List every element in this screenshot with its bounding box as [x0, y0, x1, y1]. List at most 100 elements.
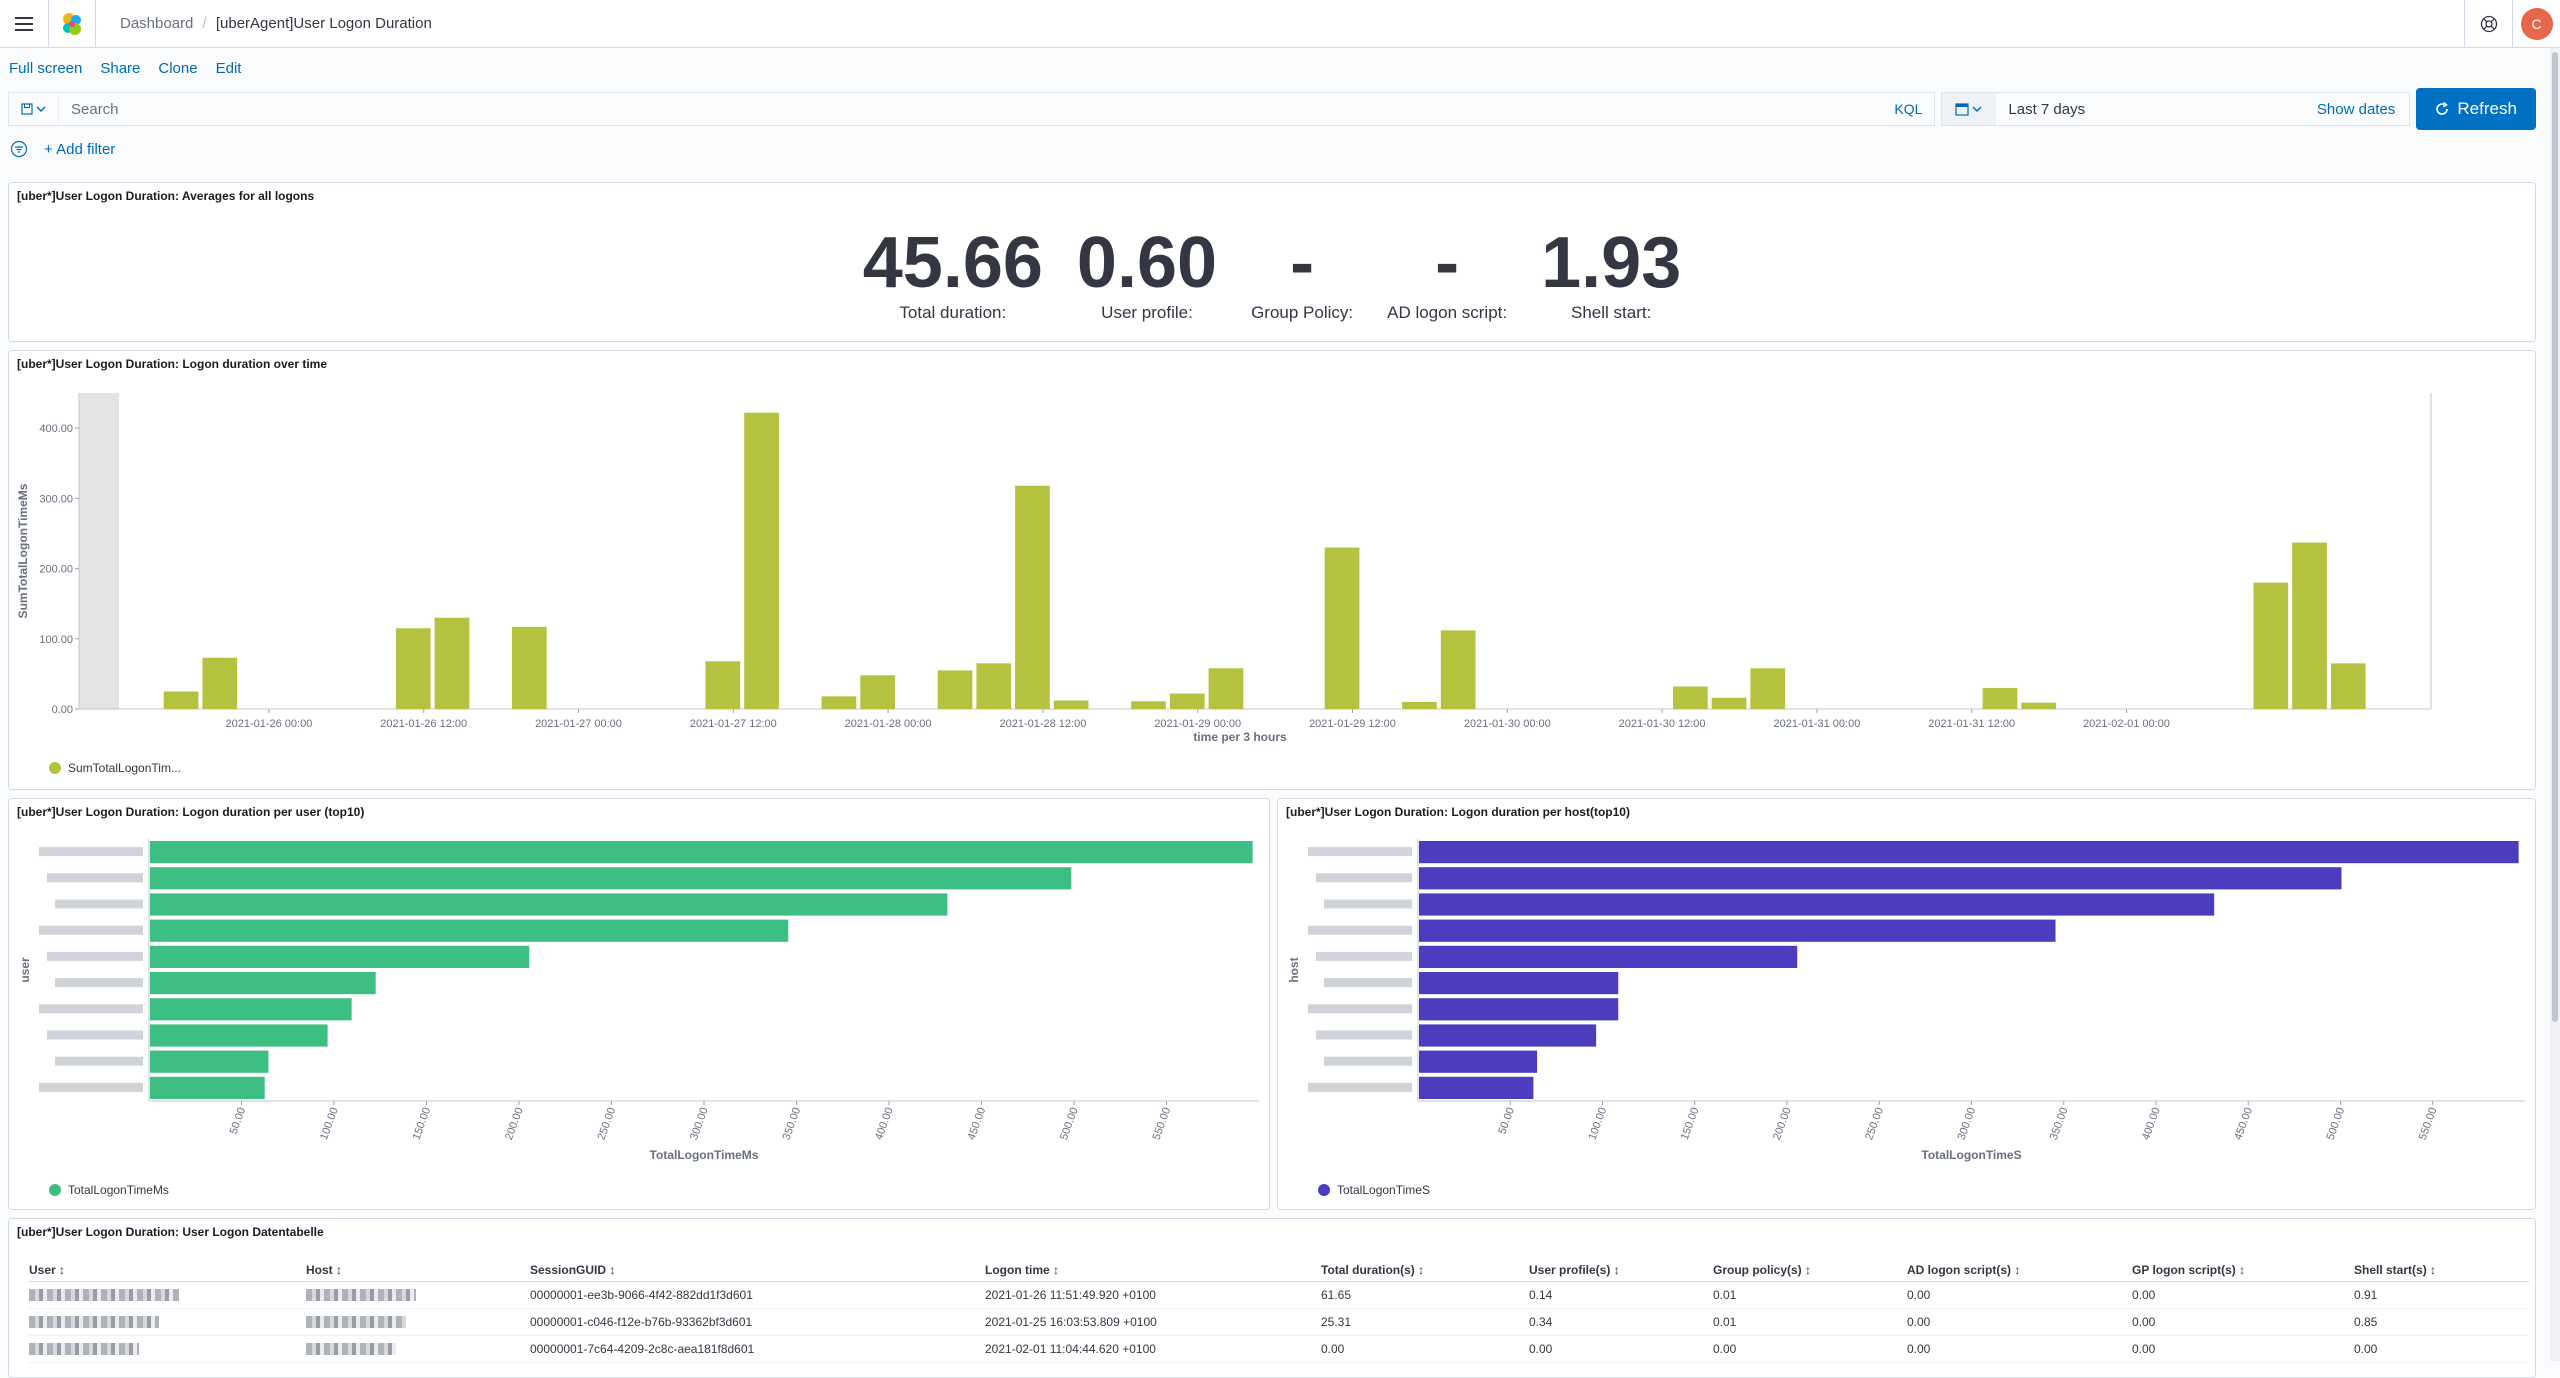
- legend-label[interactable]: SumTotalLogonTim...: [68, 761, 181, 775]
- elastic-logo[interactable]: [48, 0, 96, 48]
- host-chart: host 50.00 100.00 150.00 200.00 250.00 300.00 3…: [1287, 839, 2525, 1162]
- x-tick-label: 2021-01-31 12:00: [1928, 718, 2015, 730]
- chart-bar: [1324, 547, 1360, 709]
- breadcrumb-dashboard[interactable]: Dashboard: [120, 15, 194, 32]
- column-header[interactable]: User profile(s) ↕: [1529, 1259, 1713, 1282]
- legend-label[interactable]: TotalLogonTimeMs: [68, 1183, 169, 1197]
- refresh-button[interactable]: Refresh: [2416, 88, 2537, 130]
- metric-total-duration: 45.66 Total duration:: [863, 223, 1043, 323]
- y-tick-label: 400.00: [39, 423, 73, 435]
- x-tick-label: 2021-01-28 00:00: [845, 718, 932, 730]
- table-cell: [306, 1281, 530, 1309]
- saved-query-button[interactable]: [9, 93, 59, 125]
- table-cell: 00000001-7c64-4209-2c8c-aea181f8d601: [530, 1335, 985, 1363]
- user-menu-button[interactable]: C: [2512, 0, 2560, 48]
- legend-label[interactable]: TotalLogonTimeS: [1337, 1183, 1430, 1197]
- x-tick-label: 550.00: [2417, 1106, 2440, 1142]
- table-cell: 25.31: [1321, 1308, 1529, 1336]
- kql-toggle[interactable]: KQL: [1894, 101, 1923, 117]
- filter-bar: + Add filter: [10, 138, 115, 160]
- panel-over-time: [uber*]User Logon Duration: Logon durati…: [8, 350, 2536, 790]
- full-screen-link[interactable]: Full screen: [9, 59, 83, 77]
- menu-button[interactable]: [0, 0, 48, 48]
- chart-bar: [1440, 630, 1476, 709]
- y-tick-label: 0.00: [52, 704, 73, 716]
- column-header[interactable]: Host ↕: [306, 1259, 530, 1282]
- x-axis-title: time per 3 hours: [1193, 730, 1287, 744]
- query-bar: KQL Last 7 days Show dates Refresh: [8, 88, 2537, 130]
- column-header[interactable]: Group policy(s) ↕: [1713, 1259, 1907, 1282]
- x-tick-label: 2021-01-28 12:00: [999, 718, 1086, 730]
- chart-bar: [821, 696, 857, 709]
- x-tick-label: 50.00: [228, 1106, 249, 1136]
- chart-bar: [1419, 1076, 1534, 1099]
- x-tick-label: 2021-01-27 00:00: [535, 718, 622, 730]
- header-actions: C: [2464, 0, 2560, 48]
- search-input[interactable]: [59, 93, 1883, 125]
- date-range-label[interactable]: Last 7 days: [2008, 100, 2086, 118]
- redacted-value: [29, 1316, 159, 1329]
- table-cell: [29, 1281, 306, 1309]
- redacted-label: [47, 1030, 143, 1040]
- share-link[interactable]: Share: [100, 59, 141, 77]
- x-tick-label: 400.00: [873, 1106, 896, 1142]
- y-axis-title: SumTotalLogonTimeMs: [16, 483, 30, 618]
- table-cell: 0.14: [1529, 1281, 1713, 1309]
- x-tick-label: 450.00: [2232, 1106, 2255, 1142]
- metric-value: 45.66: [862, 223, 1043, 303]
- chart-bar: [2292, 542, 2327, 709]
- chart-bar: [1208, 668, 1244, 709]
- top-header: Dashboard / [uberAgent]User Logon Durati…: [0, 0, 2560, 48]
- panel-title: [uber*]User Logon Duration: Logon durati…: [17, 805, 365, 819]
- x-tick-label: 2021-01-26 12:00: [380, 718, 467, 730]
- chart-bar: [202, 657, 238, 709]
- redacted-label: [1308, 847, 1412, 857]
- legend-dot: [49, 762, 61, 774]
- x-tick-label: 2021-02-01 00:00: [2083, 718, 2170, 730]
- edit-link[interactable]: Edit: [215, 59, 242, 77]
- show-dates-link[interactable]: Show dates: [2316, 100, 2396, 118]
- table-cell: [29, 1335, 306, 1363]
- table-cell: 2021-01-25 16:03:53.809 +0100: [985, 1308, 1321, 1336]
- redacted-label: [1316, 951, 1412, 961]
- add-filter-button[interactable]: + Add filter: [44, 140, 116, 158]
- chart-bar: [705, 661, 741, 709]
- table-cell: 0.01: [1713, 1308, 1907, 1336]
- column-header[interactable]: SessionGUID ↕: [530, 1259, 985, 1282]
- table-row[interactable]: 00000001-7c64-4209-2c8c-aea181f8d601 2021…: [29, 1335, 2529, 1363]
- chart-bar: [1673, 686, 1708, 709]
- column-header[interactable]: Total duration(s) ↕: [1321, 1259, 1529, 1282]
- chart-bar: [1419, 1050, 1538, 1073]
- metric-group-policy: - Group Policy:: [1251, 223, 1353, 323]
- table-cell: 0.00: [1529, 1335, 1713, 1363]
- table-cell: 0.00: [2132, 1281, 2354, 1309]
- user-chart: user 50.00 100.00 150.00 200.00 250.00 300.00 3…: [18, 839, 1259, 1162]
- column-header[interactable]: Logon time ↕: [985, 1259, 1321, 1282]
- filter-options-icon[interactable]: [10, 140, 28, 158]
- x-tick-label: 250.00: [596, 1106, 619, 1142]
- redacted-label: [1324, 1056, 1412, 1066]
- clone-link[interactable]: Clone: [158, 59, 198, 77]
- column-header[interactable]: GP logon script(s) ↕: [2132, 1259, 2354, 1282]
- table-cell: 0.34: [1529, 1308, 1713, 1336]
- table-row[interactable]: 00000001-ee3b-9066-4f42-882dd1f3d601 2021…: [29, 1281, 2529, 1309]
- chart-bar: [150, 1076, 265, 1099]
- chart-bar: [1419, 919, 2056, 942]
- redacted-label: [1308, 925, 1412, 935]
- chart-bar: [150, 945, 530, 968]
- redacted-label: [1316, 1030, 1412, 1040]
- scrollbar-thumb[interactable]: [2552, 52, 2558, 1022]
- column-header[interactable]: Shell start(s) ↕: [2354, 1259, 2529, 1282]
- metric-label: Shell start:: [1571, 303, 1652, 322]
- x-tick-label: 500.00: [2325, 1106, 2348, 1142]
- table-cell: 0.00: [1907, 1335, 2132, 1363]
- quick-select-button[interactable]: [1942, 93, 1997, 125]
- x-tick-label: 400.00: [2140, 1106, 2163, 1142]
- table-row[interactable]: 00000001-c046-f12e-b76b-93362bf3d601 2021…: [29, 1308, 2529, 1336]
- breadcrumb-current: [uberAgent]User Logon Duration: [215, 15, 432, 32]
- help-button[interactable]: [2464, 0, 2512, 48]
- calendar-icon: [1955, 103, 1982, 116]
- column-header[interactable]: User ↕: [29, 1259, 306, 1282]
- table-cell: 0.00: [1907, 1281, 2132, 1309]
- column-header[interactable]: AD logon script(s) ↕: [1907, 1259, 2132, 1282]
